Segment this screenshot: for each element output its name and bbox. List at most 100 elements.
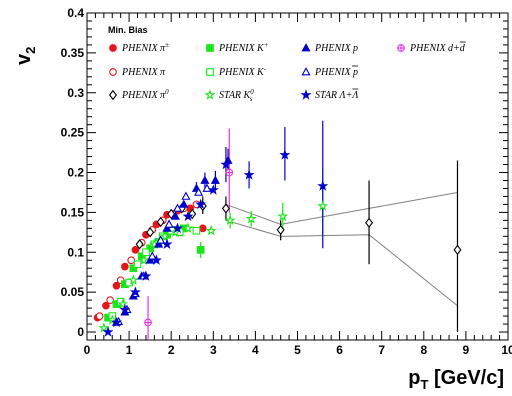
legend-marker-3 [206, 44, 214, 52]
legend-label-4: PHENIX K- [218, 65, 267, 78]
legend-marker-0 [109, 44, 117, 52]
data-point-series-9 [144, 318, 152, 327]
data-point-series-6 [162, 223, 172, 232]
data-point-series-7 [164, 219, 174, 228]
data-point-series-0 [198, 224, 207, 233]
data-point-series-5 [277, 210, 289, 222]
data-point-series-8 [317, 180, 329, 191]
data-point-series-8 [150, 254, 162, 265]
legend-marker-7 [301, 67, 311, 76]
plot-frame [86, 12, 509, 341]
legend-label-8: STAR Λ+Λ [315, 90, 358, 101]
legend-label-6: PHENIX p [314, 43, 358, 54]
data-point-series-2 [365, 217, 374, 228]
y-tick-label: 0 [77, 325, 84, 339]
legend-label-3: PHENIX K+ [218, 41, 269, 54]
data-point-series-5 [138, 254, 150, 265]
legend-title: Min. Bias [108, 25, 148, 35]
data-point-series-6 [210, 175, 220, 184]
data-point-series-7 [172, 203, 183, 212]
data-point-series-2 [453, 244, 462, 256]
y-tick-label: 0.3 [67, 86, 84, 100]
legend-marker-8 [300, 89, 312, 100]
y-tick-label: 0.2 [67, 166, 84, 180]
legend-marker-6 [301, 43, 311, 52]
band-lower-line [225, 219, 458, 307]
x-tick-label: 0 [84, 343, 91, 357]
data-point-series-5 [159, 230, 171, 242]
data-points [93, 149, 462, 337]
y-tick-label: 0.1 [67, 245, 84, 259]
legend-label-1: PHENIX π [121, 67, 166, 78]
legend-label-7: PHENIX p [314, 67, 358, 78]
data-point-series-3 [129, 264, 138, 273]
legend-marker-1 [109, 68, 117, 76]
legend-label-2: PHENIX π0 [121, 88, 169, 101]
pi0-systematic-band [225, 191, 458, 307]
data-point-series-5 [98, 322, 110, 333]
data-point-series-7 [156, 235, 166, 244]
data-point-series-4 [133, 260, 142, 269]
data-point-series-2 [276, 224, 285, 236]
data-point-series-6 [179, 199, 189, 208]
band-upper-line [225, 191, 458, 225]
data-point-series-8 [161, 238, 173, 249]
data-point-series-0 [102, 301, 110, 310]
data-point-series-5 [106, 314, 118, 325]
data-point-series-5 [317, 200, 329, 211]
data-point-series-5 [205, 224, 217, 236]
legend: Min. Bias PHENIX π± PHENIX π PHENIX π0 PHENI… [108, 25, 466, 103]
data-point-series-8 [102, 326, 114, 337]
x-tick-label: 3 [210, 343, 217, 357]
data-point-series-5 [117, 298, 129, 309]
data-point-series-8 [182, 210, 194, 222]
legend-marker-2 [109, 89, 117, 101]
x-tick-label: 6 [336, 343, 343, 357]
x-tick-label: 2 [168, 343, 175, 357]
x-axis-title-unit: [GeV/c] [428, 367, 504, 389]
data-point-series-7 [194, 187, 204, 196]
data-point-series-0 [131, 246, 140, 254]
legend-label-5: STAR K0 s [219, 88, 254, 103]
x-tick-label: 9 [463, 343, 470, 357]
y-tick-label: 0.4 [67, 6, 84, 20]
x-tick-label: 5 [294, 343, 301, 357]
y-axis-title: v2 [13, 47, 38, 65]
data-point-series-2 [135, 239, 144, 250]
y-axis-title-sub: 2 [23, 47, 38, 54]
data-point-series-3 [146, 244, 155, 253]
x-axis-title: pT [GeV/c] [408, 367, 504, 392]
x-tick-label: 10 [501, 343, 512, 357]
data-point-series-8 [207, 184, 219, 195]
legend-marker-5 [204, 89, 216, 100]
legend-label-9: PHENIX d+d [409, 43, 466, 54]
y-tick-label: 0.15 [61, 205, 85, 219]
data-point-series-2 [146, 227, 155, 238]
x-tick-label: 4 [252, 343, 259, 357]
data-point-series-5 [224, 214, 236, 226]
y-axis-title-main: v [13, 53, 35, 65]
legend-marker-4 [206, 68, 214, 76]
data-point-series-8 [129, 286, 141, 297]
data-point-series-1 [127, 256, 136, 265]
data-point-series-9 [225, 168, 234, 177]
data-point-series-1 [95, 312, 104, 320]
y-tick-label: 0.25 [61, 126, 85, 140]
data-point-series-8 [220, 158, 232, 170]
data-point-series-4 [142, 248, 150, 257]
data-point-series-2 [167, 208, 176, 220]
data-point-series-8 [195, 198, 207, 210]
y-tick-label: 0.35 [61, 46, 85, 60]
x-axis-title-sub: T [420, 377, 428, 392]
data-point-series-8 [119, 303, 131, 315]
data-point-series-5 [182, 222, 194, 234]
data-point-series-0 [112, 281, 121, 290]
data-point-series-6 [200, 175, 210, 184]
data-point-series-8 [279, 149, 291, 160]
data-point-series-0 [121, 262, 129, 271]
x-tick-label: 7 [378, 343, 385, 357]
data-point-series-8 [243, 169, 255, 180]
legend-label-0: PHENIX π± [121, 41, 169, 54]
data-point-series-8 [110, 316, 122, 328]
